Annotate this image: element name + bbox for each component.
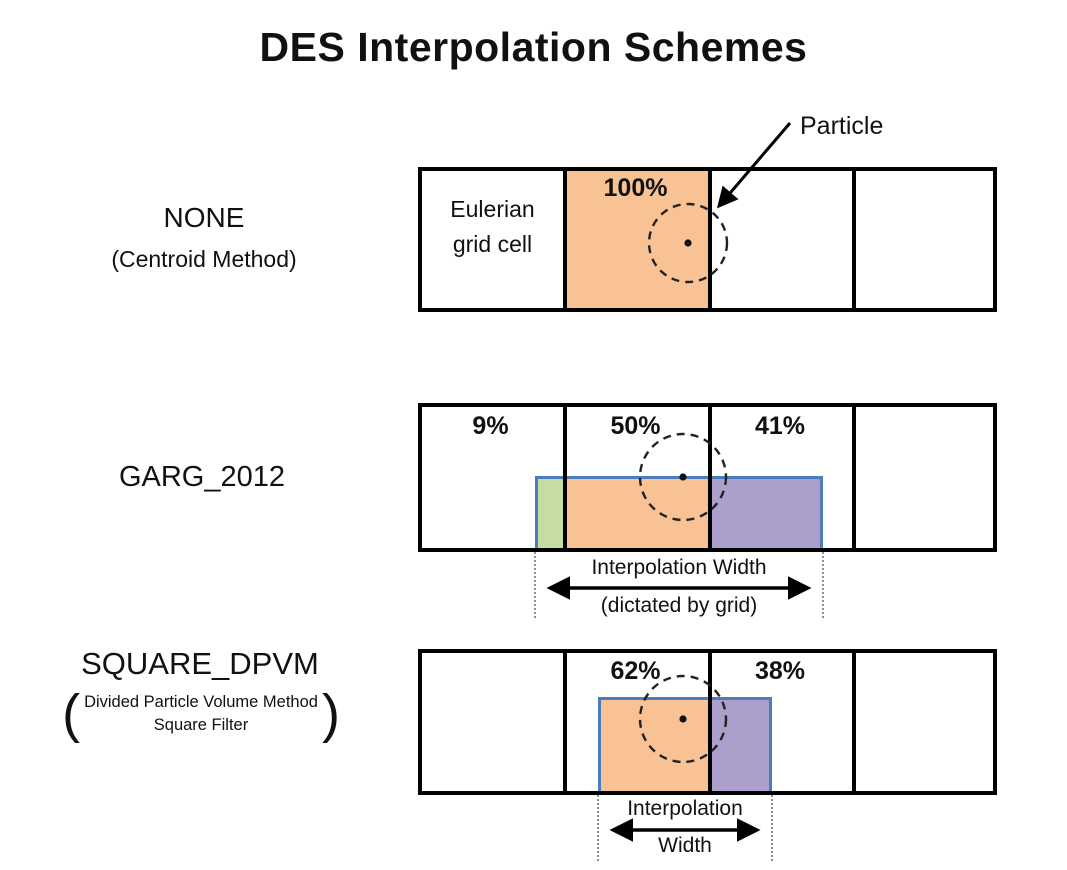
dpvm-subtitle-line2: Square Filter bbox=[153, 716, 249, 734]
dpvm-weight-cell3: 38% bbox=[754, 657, 806, 685]
grid-divider bbox=[563, 407, 567, 548]
grid-divider bbox=[708, 171, 712, 308]
close-paren: ) bbox=[321, 684, 340, 744]
garg-weight-cell2: 50% bbox=[610, 412, 661, 440]
grid-divider bbox=[563, 171, 567, 308]
scheme-sublabel-none: (Centroid Method) bbox=[111, 246, 297, 272]
garg-stencil-green-segment bbox=[538, 479, 563, 552]
eulerian-label-line2: grid cell bbox=[452, 230, 533, 257]
dpvm-weight-cell2: 62% bbox=[610, 657, 661, 685]
dpvm-dim-guide-left bbox=[597, 795, 599, 861]
dpvm-subtitle-line1: Divided Particle Volume Method bbox=[84, 692, 318, 711]
scheme-sublabel-square-dpvm: ( Divided Particle Volume Method Square … bbox=[15, 682, 387, 746]
none-weight-cell2: 100% bbox=[603, 174, 668, 202]
grid-divider bbox=[852, 407, 856, 548]
garg-dimension-line1: Interpolation Width bbox=[591, 556, 767, 579]
garg-weight-cell3: 41% bbox=[754, 412, 806, 440]
garg-dimension-line2: (dictated by grid) bbox=[600, 594, 758, 617]
eulerian-label-line1: Eulerian bbox=[450, 196, 535, 222]
garg-dim-guide-right bbox=[822, 552, 824, 618]
garg-dim-guide-left bbox=[534, 552, 536, 618]
open-paren: ( bbox=[62, 684, 81, 744]
particle-label: Particle bbox=[800, 112, 884, 140]
dpvm-dimension-line1: Interpolation bbox=[627, 797, 743, 820]
eulerian-grid-cell-label: Eulerian grid cell bbox=[422, 192, 563, 261]
page-title: DES Interpolation Schemes bbox=[259, 24, 808, 70]
scheme-label-none: NONE bbox=[163, 202, 245, 233]
scheme-label-square-dpvm: SQUARE_DPVM bbox=[81, 646, 319, 681]
garg-weight-cell1: 9% bbox=[472, 412, 509, 440]
grid-divider bbox=[563, 653, 567, 791]
dpvm-dimension-line2: Width bbox=[658, 834, 712, 857]
grid-divider bbox=[852, 653, 856, 791]
grid-divider bbox=[852, 171, 856, 308]
dpvm-dim-guide-right bbox=[771, 795, 773, 861]
scheme-label-garg: GARG_2012 bbox=[118, 461, 286, 493]
